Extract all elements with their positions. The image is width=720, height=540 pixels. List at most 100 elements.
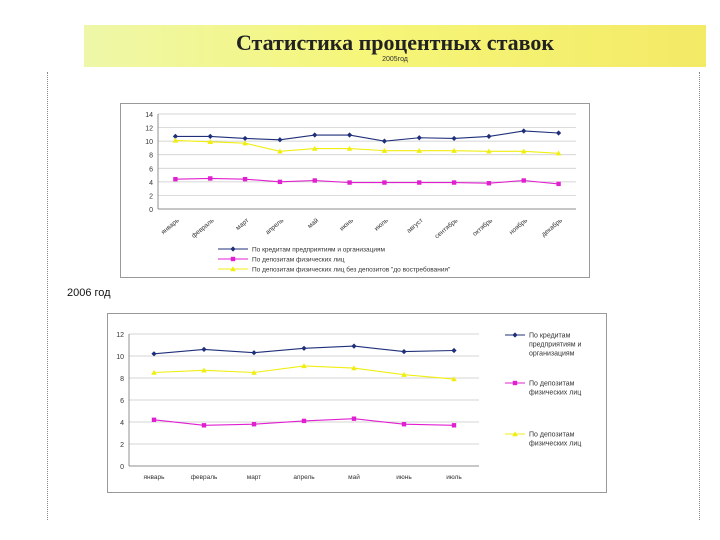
c2-x-tick-label: январь	[143, 474, 165, 481]
c1-data-point	[207, 133, 213, 139]
c1-data-point	[312, 132, 318, 138]
c2-x-tick-label: февраль	[191, 474, 218, 481]
c1-series-line	[175, 177, 559, 185]
c1-data-point	[521, 128, 527, 134]
c1-data-point	[451, 135, 457, 142]
c2-data-point	[451, 347, 457, 354]
c1-data-point	[172, 133, 179, 139]
c2-data-point	[351, 416, 357, 421]
c2-legend-marker	[512, 332, 518, 338]
c1-data-point	[520, 148, 527, 154]
c2-x-tick-label: апрель	[293, 474, 315, 481]
c1-data-point	[277, 179, 283, 185]
c1-y-tick-label: 6	[149, 166, 153, 173]
c1-series-line	[175, 139, 559, 154]
section-label-2006: 2006 год	[67, 287, 111, 299]
c2-x-tick-label: март	[247, 474, 262, 481]
c1-data-point	[208, 176, 213, 181]
c1-data-point	[486, 133, 492, 139]
c2-data-point	[351, 343, 357, 349]
c2-data-point	[151, 369, 157, 375]
c2-data-point	[301, 363, 307, 369]
c2-data-point	[301, 345, 307, 351]
c2-data-point	[301, 418, 307, 424]
c2-legend-marker	[512, 380, 518, 386]
c2-y-tick-label: 10	[116, 354, 124, 361]
c2-legend-label: организациям	[529, 351, 575, 358]
c1-data-point	[381, 138, 388, 144]
c1-data-point	[242, 135, 248, 142]
c2-data-point	[201, 367, 207, 373]
c2-y-tick-label: 2	[120, 442, 124, 449]
c2-legend-label: физических лиц	[529, 441, 581, 448]
c1-data-point	[555, 150, 562, 156]
c1-y-tick-label: 8	[149, 153, 153, 160]
c1-data-point	[207, 139, 214, 145]
c1-data-point	[556, 181, 561, 187]
c1-legend-label: По кредитам предприятиям и организациям	[252, 247, 386, 254]
page-subtitle: 2005год	[382, 56, 408, 63]
c2-data-point	[251, 369, 257, 375]
page-title: Статистика процентных ставок	[235, 30, 555, 55]
c1-legend-marker	[230, 246, 236, 252]
c2-data-point	[351, 365, 357, 371]
c2-data-point	[451, 423, 457, 428]
c2-x-tick-label: июнь	[396, 474, 412, 481]
c1-data-point	[242, 176, 248, 182]
c1-data-point	[486, 148, 492, 154]
c2-legend-label: предприятиям и	[529, 342, 582, 349]
c1-legend-marker	[230, 266, 236, 272]
left-divider	[47, 72, 48, 520]
c1-data-point	[242, 140, 248, 146]
c1-legend-label: По депозитам физических лиц без депозито…	[252, 266, 451, 274]
c1-y-tick-label: 12	[145, 126, 153, 133]
c2-data-point	[251, 422, 257, 427]
c1-y-tick-label: 14	[145, 112, 153, 119]
c1-data-point	[311, 145, 318, 151]
c1-data-point	[346, 145, 353, 151]
chart-2006: 0 2 4 6 8 10 12 январь февраль март апрель май июнь и…	[107, 313, 607, 493]
c2-legend-label: По депозитам	[529, 432, 575, 439]
c1-data-point	[416, 147, 423, 153]
c2-y-tick-label: 4	[120, 420, 124, 427]
c2-data-point	[401, 422, 407, 427]
c1-data-point	[347, 180, 352, 185]
c1-data-point	[486, 181, 492, 186]
c1-data-point	[521, 178, 526, 183]
c2-x-tick-label: июль	[446, 474, 462, 481]
c1-data-point	[416, 135, 422, 141]
c1-data-point	[173, 176, 178, 182]
c2-data-point	[151, 417, 157, 422]
c1-data-point	[382, 180, 387, 185]
c1-data-point	[451, 147, 457, 153]
c2-y-tick-label: 6	[120, 398, 124, 405]
c1-y-tick-label: 2	[149, 193, 153, 200]
c1-data-point	[451, 180, 457, 185]
title-banner: Статистика процентных ставок 2005год	[84, 25, 706, 67]
c1-data-point	[277, 148, 283, 154]
c2-data-point	[451, 376, 457, 382]
c1-y-tick-label: 10	[145, 139, 153, 146]
c1-y-tick-label: 0	[149, 207, 153, 214]
c1-legend-marker	[230, 256, 236, 262]
c2-x-tick-label: май	[348, 473, 360, 481]
c2-frame	[107, 313, 607, 493]
right-divider	[699, 72, 700, 520]
c1-data-point	[381, 147, 388, 153]
c2-data-point	[201, 423, 207, 428]
c1-data-point	[417, 180, 422, 185]
c2-legend-label: физических лиц	[529, 390, 581, 397]
c1-y-tick-label: 4	[149, 180, 153, 187]
c1-data-point	[172, 137, 179, 143]
c2-y-tick-label: 12	[116, 332, 124, 339]
c1-legend-label: По депозитам физических лиц	[252, 257, 345, 264]
c1-data-point	[555, 130, 562, 136]
c2-y-tick-label: 0	[120, 464, 124, 471]
c2-data-point	[401, 371, 407, 377]
c1-series-line	[175, 130, 559, 142]
c2-legend-label: По депозитам	[529, 381, 575, 388]
c2-y-tick-label: 8	[120, 376, 124, 383]
c2-legend-label: По кредитам	[529, 333, 571, 340]
c2-legend-marker	[512, 431, 518, 437]
